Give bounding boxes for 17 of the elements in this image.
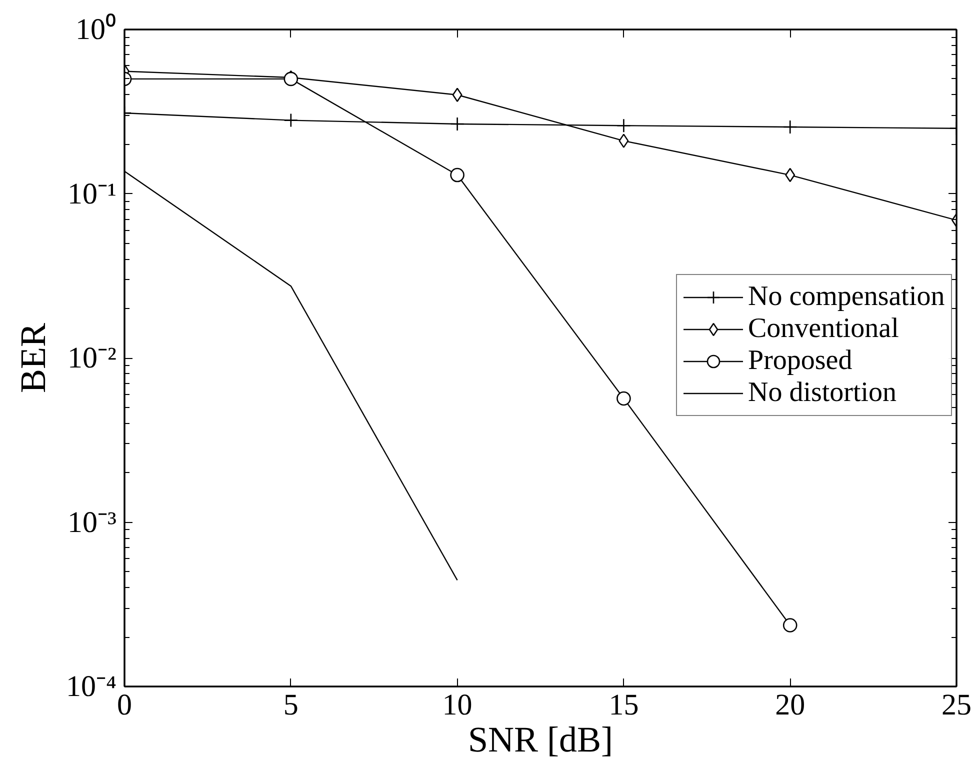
- x-axis-title: SNR [dB]: [468, 720, 614, 760]
- x-tick-label: 5: [283, 688, 298, 722]
- legend-label: Proposed: [748, 345, 852, 377]
- x-tick-label: 25: [942, 688, 972, 722]
- y-tick-label: 10⁻¹: [68, 177, 117, 210]
- x-tick-label: 0: [117, 688, 132, 722]
- x-tick-label: 20: [775, 688, 806, 722]
- x-tick-label: 10: [442, 688, 472, 722]
- y-tick-label: 10⁻²: [68, 342, 117, 374]
- y-axis-title: BER: [13, 322, 54, 394]
- y-tick-label: 10⁻⁴: [66, 670, 117, 703]
- x-tick-label: 15: [608, 688, 639, 722]
- y-tick-label: 10⁻³: [68, 506, 117, 539]
- legend-label: No distortion: [748, 377, 897, 409]
- legend-label: No compensation: [748, 281, 945, 313]
- legend-label: Conventional: [748, 313, 899, 345]
- y-tick-label: 10⁰: [76, 13, 116, 46]
